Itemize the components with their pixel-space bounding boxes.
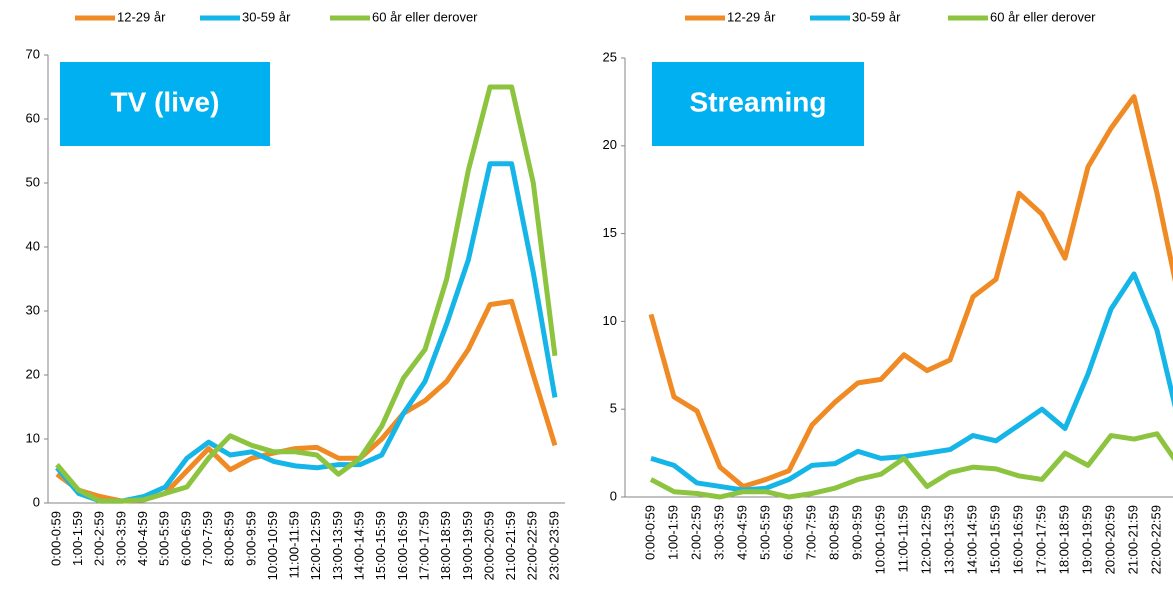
x-tick-label: 2:00-2:59 <box>92 511 107 566</box>
x-tick-label: 5:00-5:59 <box>157 511 172 566</box>
y-tick-label: 50 <box>26 174 40 189</box>
x-tick-label: 19:00-19:59 <box>1079 505 1094 574</box>
x-tick-label: 12:00-12:59 <box>918 505 933 574</box>
x-tick-label: 21:00-21:59 <box>503 511 518 580</box>
y-tick-label: 20 <box>603 137 617 152</box>
x-tick-label: 15:00-15:59 <box>373 511 388 580</box>
x-tick-label: 11:00-11:59 <box>895 505 910 572</box>
x-tick-label: 11:00-11:59 <box>287 511 302 578</box>
x-tick-label: 20:00-20:59 <box>481 511 496 580</box>
x-tick-label: 22:00-22:59 <box>525 511 540 580</box>
x-tick-label: 10:00-10:59 <box>265 511 280 580</box>
x-tick-label: 3:00-3:59 <box>113 511 128 566</box>
x-tick-label: 6:00-6:59 <box>178 511 193 566</box>
y-tick-label: 60 <box>26 110 40 125</box>
x-tick-label: 14:00-14:59 <box>964 505 979 574</box>
x-tick-label: 0:00-0:59 <box>48 511 63 566</box>
y-tick-label: 40 <box>26 238 40 253</box>
x-tick-label: 18:00-18:59 <box>438 511 453 580</box>
y-tick-label: 10 <box>26 430 40 445</box>
annotation-box <box>652 62 864 146</box>
x-tick-label: 17:00-17:59 <box>1033 505 1048 574</box>
line-series <box>55 84 558 504</box>
x-tick-label: 9:00-9:59 <box>243 511 258 566</box>
annotation: Streaming <box>690 86 827 117</box>
x-tick-label: 13:00-13:59 <box>330 511 345 580</box>
x-tick-label: 5:00-5:59 <box>757 505 772 560</box>
y-tick-label: 10 <box>603 313 617 328</box>
y-tick-label: 70 <box>26 46 40 61</box>
y-tick-label: 0 <box>33 494 40 509</box>
line-series <box>55 298 558 504</box>
line-series <box>649 431 1173 500</box>
x-tick-label: 1:00-1:59 <box>70 511 85 566</box>
x-tick-label: 7:00-7:59 <box>200 511 215 566</box>
y-tick-label: 5 <box>610 401 617 416</box>
line-series <box>650 271 1173 493</box>
x-tick-label: 14:00-14:59 <box>352 511 367 580</box>
y-tick-label: 0 <box>610 488 617 503</box>
x-tick-label: 17:00-17:59 <box>416 511 431 580</box>
legend-label: 30-59 år <box>852 9 901 24</box>
x-tick-label: 4:00-4:59 <box>734 505 749 560</box>
x-tick-label: 16:00-16:59 <box>1010 505 1025 574</box>
x-tick-label: 8:00-8:59 <box>222 511 237 566</box>
legend-label: 60 år eller derover <box>372 9 478 24</box>
x-tick-label: 19:00-19:59 <box>460 511 475 580</box>
legend-label: 30-59 år <box>242 9 291 24</box>
x-tick-label: 8:00-8:59 <box>826 505 841 560</box>
x-tick-label: 20:00-20:59 <box>1102 505 1117 574</box>
x-tick-label: 23:00-23:59 <box>546 511 561 580</box>
y-tick-label: 15 <box>603 225 617 240</box>
y-tick-label: 30 <box>26 302 40 317</box>
legend-label: 60 år eller derover <box>990 9 1096 24</box>
x-tick-label: 7:00-7:59 <box>803 505 818 560</box>
x-tick-label: 13:00-13:59 <box>941 505 956 574</box>
y-tick-label: 20 <box>26 366 40 381</box>
x-tick-label: 4:00-4:59 <box>135 511 150 566</box>
x-tick-label: 18:00-18:59 <box>1056 505 1071 574</box>
x-tick-label: 0:00-0:59 <box>642 505 657 560</box>
legend-label: 12-29 år <box>117 9 166 24</box>
x-tick-label: 3:00-3:59 <box>711 505 726 560</box>
x-tick-label: 22:00-22:59 <box>1148 505 1163 574</box>
annotation: TV (live) <box>111 86 220 117</box>
x-tick-label: 10:00-10:59 <box>872 505 887 574</box>
line-series <box>648 94 1173 489</box>
x-tick-label: 23:00-23:59 <box>1171 505 1173 574</box>
x-tick-label: 9:00-9:59 <box>849 505 864 560</box>
x-tick-label: 12:00-12:59 <box>308 511 323 580</box>
x-tick-label: 21:00-21:59 <box>1125 505 1140 574</box>
x-tick-label: 16:00-16:59 <box>395 511 410 580</box>
x-tick-label: 1:00-1:59 <box>665 505 680 560</box>
legend-label: 12-29 år <box>727 9 776 24</box>
x-tick-label: 15:00-15:59 <box>987 505 1002 574</box>
y-tick-label: 25 <box>603 49 617 64</box>
annotation-box <box>60 62 270 146</box>
x-tick-label: 6:00-6:59 <box>780 505 795 560</box>
line-series <box>55 161 558 504</box>
x-tick-label: 2:00-2:59 <box>688 505 703 560</box>
